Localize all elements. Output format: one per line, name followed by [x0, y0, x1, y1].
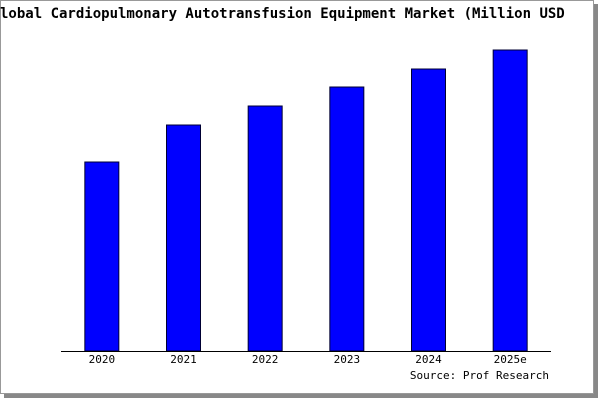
x-tick-label: 2025e — [494, 353, 527, 366]
chart-title: lobal Cardiopulmonary Autotransfusion Eq… — [0, 6, 565, 22]
x-tick-label: 2020 — [89, 353, 116, 366]
plot-area — [61, 32, 551, 351]
bar — [84, 161, 120, 352]
bar — [329, 86, 365, 352]
x-tick-label: 2021 — [170, 353, 197, 366]
source: Source: Prof Research — [410, 369, 549, 382]
bar — [166, 124, 201, 352]
x-tick-label: 2024 — [415, 353, 442, 366]
x-tick-label: 2022 — [252, 353, 279, 366]
bar — [247, 105, 283, 352]
bar — [492, 49, 528, 352]
bar — [411, 68, 446, 352]
x-tick-label: 2023 — [334, 353, 361, 366]
